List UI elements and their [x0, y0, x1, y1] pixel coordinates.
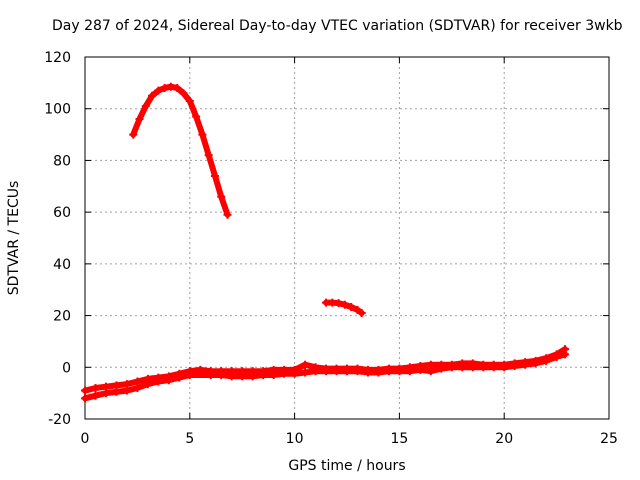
y-tick-label: 40: [53, 257, 71, 273]
data-point: [353, 305, 362, 314]
data-point: [363, 368, 372, 377]
data-point: [374, 368, 383, 377]
x-tick-label: 20: [495, 431, 513, 447]
data-point: [531, 359, 540, 368]
data-point: [192, 112, 201, 121]
x-tick-label: 10: [286, 431, 304, 447]
x-tick-label: 15: [390, 431, 408, 447]
data-point: [353, 367, 362, 376]
data-point: [426, 367, 435, 376]
data-point: [81, 386, 89, 395]
y-tick-label: 100: [44, 102, 71, 118]
data-point: [227, 372, 236, 381]
x-tick-label: 5: [185, 431, 194, 447]
data-point: [357, 308, 366, 317]
data-point: [154, 86, 163, 95]
data-point: [395, 367, 404, 376]
data-point: [322, 367, 331, 376]
data-point: [122, 386, 131, 395]
y-tick-label: 120: [44, 50, 71, 66]
series-line: [130, 83, 231, 218]
series-line: [82, 351, 568, 402]
y-tick-label: 60: [53, 205, 71, 221]
data-point: [185, 96, 194, 105]
tick-layer: 0 5 10 15 20 25 -20 0 20 40 60 80 100 120: [44, 50, 618, 447]
data-point: [542, 356, 551, 365]
data-point: [206, 371, 215, 380]
data-point: [112, 387, 121, 396]
data-point: [154, 377, 163, 386]
data-layer: [81, 82, 569, 403]
data-point: [447, 363, 456, 372]
data-point: [217, 192, 226, 201]
data-point: [458, 363, 467, 372]
data-point: [248, 372, 257, 381]
data-point: [179, 89, 188, 98]
data-point: [489, 363, 498, 372]
y-tick-label: 20: [53, 309, 71, 325]
data-point: [204, 151, 213, 160]
data-point: [173, 84, 182, 93]
data-point: [175, 373, 184, 382]
plot-frame: [84, 56, 610, 420]
data-point: [166, 82, 175, 91]
data-point: [141, 102, 150, 111]
data-point: [521, 360, 530, 369]
series-arc-mid: [322, 298, 366, 317]
data-point: [301, 360, 310, 369]
data-point: [500, 363, 509, 372]
data-point: [143, 380, 152, 389]
data-point: [416, 365, 425, 374]
y-tick-label: -20: [48, 412, 71, 428]
y-axis-label: SDTVAR / TECUs: [6, 181, 22, 296]
y-tick-label: 80: [53, 153, 71, 169]
data-point: [238, 372, 247, 381]
chart-title: Day 287 of 2024, Sidereal Day-to-day VTE…: [52, 18, 623, 34]
data-point: [468, 363, 477, 372]
data-point: [560, 350, 569, 359]
data-point: [340, 300, 349, 309]
data-point: [552, 352, 561, 361]
data-point: [347, 303, 356, 312]
data-point: [129, 130, 138, 139]
data-point: [91, 391, 100, 400]
series-baseline-lower: [81, 350, 569, 403]
x-axis-label: GPS time / hours: [288, 458, 405, 474]
data-point: [269, 371, 278, 380]
data-point: [510, 361, 519, 370]
x-tick-label: 25: [600, 431, 618, 447]
data-point: [343, 367, 351, 376]
data-point: [148, 91, 157, 100]
data-point: [217, 371, 226, 380]
data-point: [133, 383, 142, 392]
data-point: [160, 84, 169, 93]
data-point: [81, 394, 89, 403]
data-point: [479, 363, 488, 372]
data-point: [210, 171, 219, 180]
data-point: [185, 371, 194, 380]
data-point: [91, 383, 100, 392]
data-point: [135, 115, 144, 124]
data-point: [437, 364, 446, 373]
data-point: [164, 376, 173, 385]
data-point: [384, 367, 393, 376]
data-point: [405, 367, 414, 376]
data-point: [259, 371, 268, 380]
data-point: [101, 389, 110, 398]
data-point: [332, 367, 341, 376]
data-point: [223, 210, 232, 219]
data-point: [311, 367, 320, 376]
data-point: [198, 130, 207, 139]
series-arc-high: [129, 82, 232, 219]
data-point: [290, 369, 299, 378]
data-point: [334, 299, 343, 308]
data-point: [280, 369, 289, 378]
data-point: [301, 368, 310, 377]
y-tick-label: 0: [62, 360, 71, 376]
x-tick-label: 0: [81, 431, 90, 447]
